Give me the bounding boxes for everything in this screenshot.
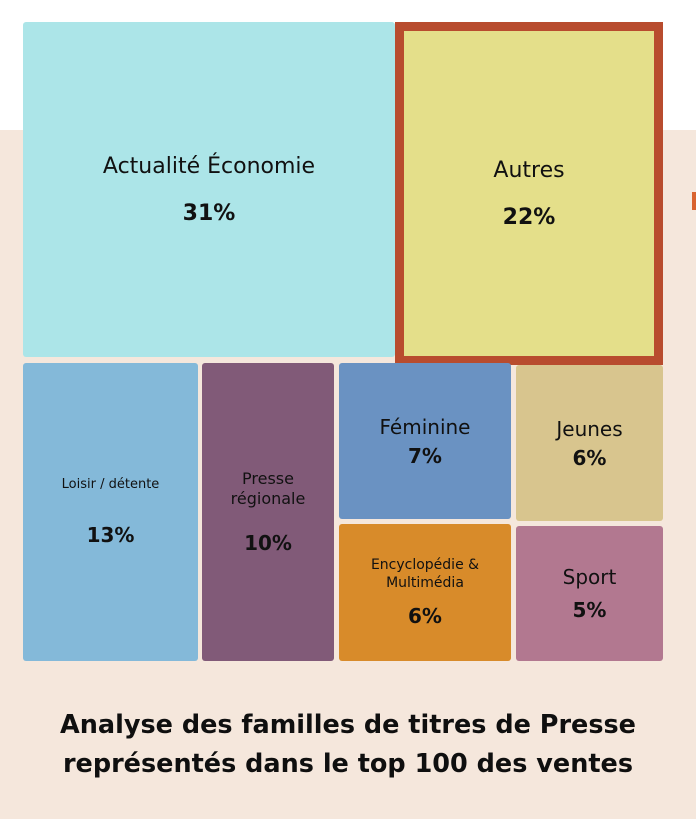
- tile-value-loisir-detente: 13%: [86, 523, 135, 548]
- tile-value-presse-regionale: 10%: [244, 531, 292, 555]
- tile-value-autres: 22%: [502, 204, 556, 230]
- chart-caption: Analyse des familles de titres de Presse…: [0, 706, 696, 784]
- caption-line-2: représentés dans le top 100 des ventes: [62, 749, 634, 779]
- tile-value-encyclopedie-multimedia: 6%: [408, 604, 442, 628]
- tile-label-encyclopedie-multimedia: Encyclopédie & Multimédia: [370, 557, 480, 591]
- tile-label-sport: Sport: [562, 565, 617, 589]
- tile-value-feminine: 7%: [408, 443, 442, 468]
- tile-value-sport: 5%: [572, 598, 607, 622]
- treemap-tile-loisir-detente: Loisir / détente 13%: [23, 363, 198, 661]
- treemap-tile-encyclopedie-multimedia: Encyclopédie & Multimédia 6%: [339, 524, 511, 661]
- treemap-tile-autres: Autres 22%: [395, 22, 663, 365]
- tile-value-actualite-economie: 31%: [182, 200, 236, 226]
- decorative-accent-mark: [692, 192, 696, 210]
- treemap-tile-actualite-economie: Actualité Économie 31%: [23, 22, 395, 357]
- treemap-tile-jeunes: Jeunes 6%: [516, 365, 663, 521]
- treemap-tile-sport: Sport 5%: [516, 526, 663, 661]
- tile-label-feminine: Féminine: [379, 414, 471, 439]
- tile-label-presse-regionale: Presse régionale: [230, 469, 306, 508]
- treemap-tile-feminine: Féminine 7%: [339, 363, 511, 519]
- treemap-tile-presse-regionale: Presse régionale 10%: [202, 363, 334, 661]
- tile-label-actualite-economie: Actualité Économie: [102, 154, 316, 180]
- tile-value-jeunes: 6%: [572, 445, 607, 470]
- tile-label-jeunes: Jeunes: [556, 416, 623, 441]
- tile-label-autres: Autres: [493, 158, 565, 184]
- tile-label-loisir-detente: Loisir / détente: [61, 476, 160, 492]
- caption-line-1: Analyse des familles de titres de Presse: [60, 710, 636, 740]
